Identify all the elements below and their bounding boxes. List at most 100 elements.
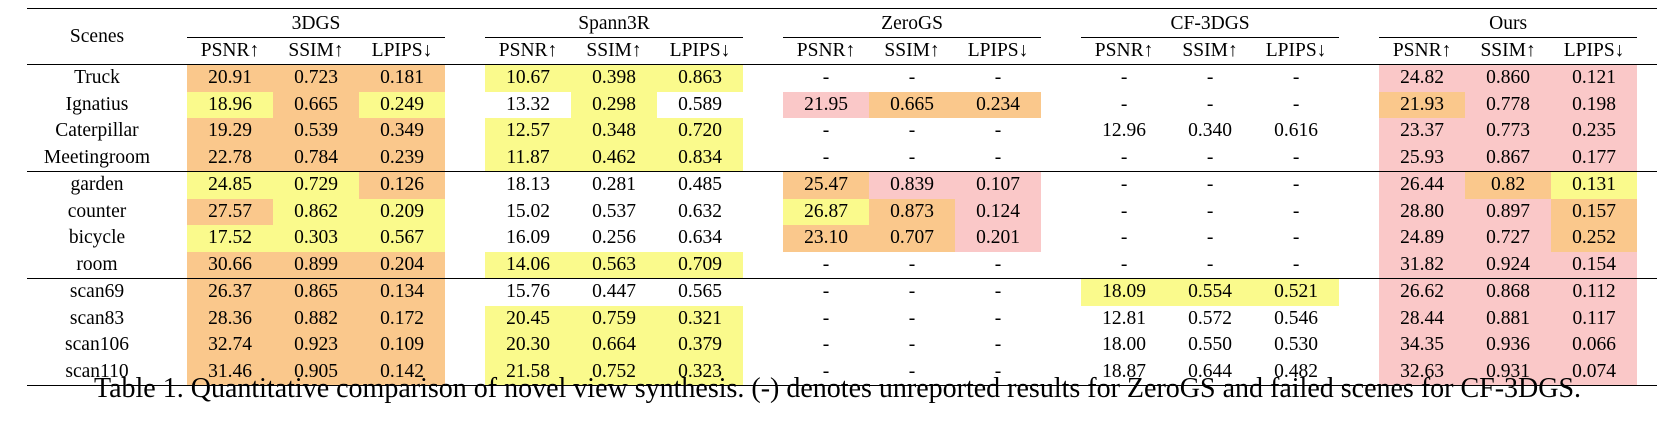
scene-name: Truck [27,64,167,92]
cell-cf3dgs-lpips: 0.521 [1253,278,1340,306]
table-row: Ignatius 18.96 0.665 0.249 13.32 0.298 0.589 21… [27,91,1657,118]
cell-spann3r-lpips: 0.565 [657,278,744,306]
metric-header-zerogs-psnr: PSNR↑ [796,40,856,61]
cell-zerogs-lpips: - [955,358,1042,386]
table-row: Truck 20.91 0.723 0.181 10.67 0.398 0.863- - - - -… [27,64,1658,92]
cell-ours-ssim: 0.727 [1465,225,1552,252]
method-header-zerogs: ZeroGS [783,8,1042,38]
cell-zerogs-lpips: - [955,64,1042,92]
cell-3dgs-lpips: 0.172 [359,305,446,332]
cell-ours-psnr: 26.62 [1379,278,1466,306]
cell-zerogs-ssim: 0.665 [869,91,956,118]
cell-3dgs-psnr: 28.36 [187,305,273,332]
cell-spann3r-psnr: 15.02 [506,200,550,222]
cell-3dgs-ssim: 0.723 [273,64,359,92]
cell-cf3dgs-psnr: 12.96 [1102,120,1146,142]
cell-ours-psnr: 32.63 [1379,358,1466,386]
metric-header-ours-psnr: PSNR↑ [1392,40,1452,61]
cell-cf3dgs-lpips: 0.482 [1253,358,1340,386]
cell-ours-ssim: 0.924 [1465,251,1552,279]
cell-zerogs-psnr: - [783,278,870,306]
table-row: garden 24.85 0.729 0.126 18.13 0.281 0.485 25.4… [27,171,1658,199]
cell-ours-psnr: 28.80 [1379,198,1466,225]
cell-ours-lpips: 0.131 [1551,171,1638,199]
cell-spann3r-ssim: 0.563 [571,251,658,279]
table-row: Caterpillar 19.29 0.539 0.349 12.57 0.348 0.72… [27,118,1657,145]
table-row: scan106 32.74 0.923 0.109 20.30 0.664 0.379 - - -… [27,332,1657,359]
cell-spann3r-ssim: 0.348 [571,118,658,145]
scene-name: scan106 [65,334,129,356]
cell-cf3dgs-ssim: 0.554 [1167,278,1254,306]
cell-cf3dgs-lpips: - [1292,227,1300,249]
cell-ours-lpips: 0.177 [1551,144,1638,172]
cell-3dgs-psnr: 32.74 [187,332,273,359]
cell-3dgs-psnr: 31.46 [187,358,273,386]
cell-spann3r-psnr: 20.45 [485,305,572,332]
cell-zerogs-ssim: - [908,120,916,142]
cell-cf3dgs-ssim: - [1167,171,1254,199]
metric-header-zerogs-ssim: SSIM↑ [884,40,940,61]
cell-3dgs-psnr: 24.85 [187,171,273,199]
table-row: scan83 28.36 0.882 0.172 20.45 0.759 0.321 - - - 1… [27,305,1657,332]
cell-zerogs-lpips: - [994,253,1002,275]
cell-3dgs-ssim: 0.923 [273,332,359,359]
metric-header-zerogs-lpips: LPIPS↓ [967,40,1029,61]
method-header-cf3dgs: CF-3DGS [1081,8,1340,38]
cell-3dgs-ssim: 0.882 [273,305,359,332]
cell-spann3r-ssim: 0.298 [571,91,658,118]
cell-cf3dgs-ssim: - [1206,93,1214,115]
scene-name: bicycle [68,227,126,249]
cell-cf3dgs-ssim: 0.550 [1188,334,1232,356]
cell-cf3dgs-psnr: - [1120,227,1128,249]
cell-ours-ssim: 0.881 [1465,305,1552,332]
cell-spann3r-psnr: 18.13 [485,171,572,199]
cell-spann3r-lpips: 0.863 [657,64,744,92]
cell-cf3dgs-ssim: - [1167,64,1254,92]
cell-cf3dgs-ssim: - [1206,227,1214,249]
scene-name: scan83 [69,307,125,329]
cell-spann3r-lpips: 0.323 [657,358,744,386]
cell-cf3dgs-psnr: - [1120,253,1128,275]
cell-cf3dgs-psnr: 18.00 [1102,334,1146,356]
table-caption: Table 1. Quantitative comparison of nove… [93,373,1582,404]
cell-cf3dgs-lpips: - [1292,93,1300,115]
cell-spann3r-lpips: 0.634 [678,227,722,249]
cell-spann3r-psnr: 16.09 [506,227,550,249]
cell-ours-ssim: 0.867 [1465,144,1552,172]
cell-zerogs-lpips: 0.124 [955,198,1042,225]
cell-ours-psnr: 31.82 [1379,251,1466,279]
cell-zerogs-lpips: 0.201 [955,225,1042,252]
cell-3dgs-lpips: 0.142 [359,358,446,386]
cell-3dgs-ssim: 0.865 [273,278,359,306]
cell-spann3r-ssim: 0.256 [592,227,636,249]
cell-zerogs-psnr: 23.10 [783,225,870,252]
cell-spann3r-psnr: 15.76 [485,278,572,306]
cell-zerogs-ssim: - [908,307,916,329]
method-header-spann3r: Spann3R [485,8,744,38]
cell-spann3r-lpips: 0.379 [657,332,744,359]
cell-3dgs-psnr: 17.52 [187,225,273,252]
table-row: room 30.66 0.899 0.204 14.06 0.563 0.709 - - - - - -… [27,251,1657,279]
cell-zerogs-lpips: - [994,146,1002,168]
cell-cf3dgs-lpips: - [1292,200,1300,222]
cell-cf3dgs-lpips: - [1292,253,1300,275]
cell-3dgs-psnr: 18.96 [187,91,273,118]
cell-3dgs-ssim: 0.729 [273,171,359,199]
cell-3dgs-lpips: 0.204 [359,251,446,279]
method-header-ours: Ours [1379,8,1638,38]
cell-3dgs-ssim: 0.665 [273,91,359,118]
cell-zerogs-psnr: - [783,358,870,386]
cell-ours-lpips: 0.235 [1551,118,1638,145]
cell-spann3r-ssim: 0.281 [571,171,658,199]
cell-zerogs-lpips: - [994,334,1002,356]
results-table: Scenes 3DGS Spann3R ZeroGS CF-3DGS Ours … [27,8,1658,386]
table-row: counter 27.57 0.862 0.209 15.02 0.537 0.632 26.… [27,198,1657,225]
cell-zerogs-lpips: - [994,307,1002,329]
cell-ours-lpips: 0.154 [1551,251,1638,279]
scene-name: Caterpillar [55,120,139,142]
cell-3dgs-lpips: 0.239 [359,144,446,172]
cell-3dgs-lpips: 0.249 [359,91,446,118]
cell-ours-psnr: 34.35 [1379,332,1466,359]
cell-cf3dgs-psnr: - [1120,146,1128,168]
cell-cf3dgs-psnr: 12.81 [1102,307,1146,329]
